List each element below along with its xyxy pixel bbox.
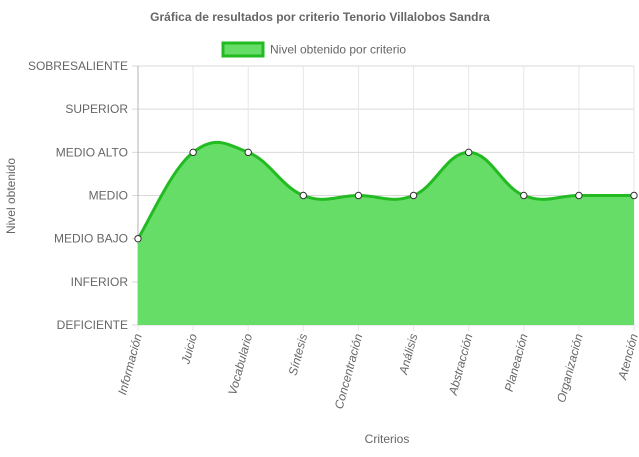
y-tick-label: MEDIO — [89, 189, 128, 203]
chart-title: Gráfica de resultados por criterio Tenor… — [150, 10, 490, 24]
data-point — [189, 148, 197, 157]
x-tick-label: Información — [115, 332, 145, 396]
legend-swatch — [221, 41, 265, 58]
y-tick-label: INFERIOR — [71, 275, 129, 289]
y-axis-title: Nivel obtenido — [4, 158, 18, 234]
data-point — [354, 191, 363, 200]
legend-label: Nivel obtenido por criterio — [270, 43, 406, 57]
x-tick-label: Organización — [554, 332, 586, 404]
x-tick-label: Abstracción — [446, 332, 476, 397]
data-points — [134, 148, 638, 243]
x-tick-label: Vocabulario — [225, 332, 255, 397]
data-point — [244, 148, 252, 157]
y-tick-label: MEDIO ALTO — [56, 145, 128, 159]
series-area — [136, 140, 634, 325]
y-axis-ticks: DEFICIENTE INFERIOR MEDIO BAJO MEDIO MEDIO A… — [28, 59, 128, 332]
x-tick-label: Síntesis — [286, 332, 311, 377]
data-point — [464, 148, 473, 157]
series-fill — [138, 142, 634, 325]
data-point — [575, 191, 583, 200]
data-point — [520, 191, 528, 200]
y-tick-label: DEFICIENTE — [57, 318, 128, 332]
data-point — [299, 191, 308, 200]
x-tick-label: Atención — [615, 332, 639, 382]
y-tick-label: SOBRESALIENTE — [28, 59, 128, 73]
x-axis-title: Criterios — [365, 432, 410, 446]
x-tick-label: Análisis — [396, 332, 420, 377]
data-point — [134, 234, 142, 243]
x-tick-label: Concentración — [332, 332, 366, 411]
y-tick-label: MEDIO BAJO — [54, 232, 128, 246]
data-point — [409, 191, 418, 200]
x-tick-label: Planeación — [502, 332, 531, 393]
x-axis-ticks: Información Juicio Vocabulario Síntesis Conc… — [115, 332, 639, 411]
series-line — [136, 140, 634, 240]
legend[interactable]: Nivel obtenido por criterio — [221, 41, 406, 58]
y-tick-label: SUPERIOR — [65, 102, 128, 116]
data-point — [630, 191, 638, 200]
x-tick-label: Juicio — [178, 332, 200, 367]
